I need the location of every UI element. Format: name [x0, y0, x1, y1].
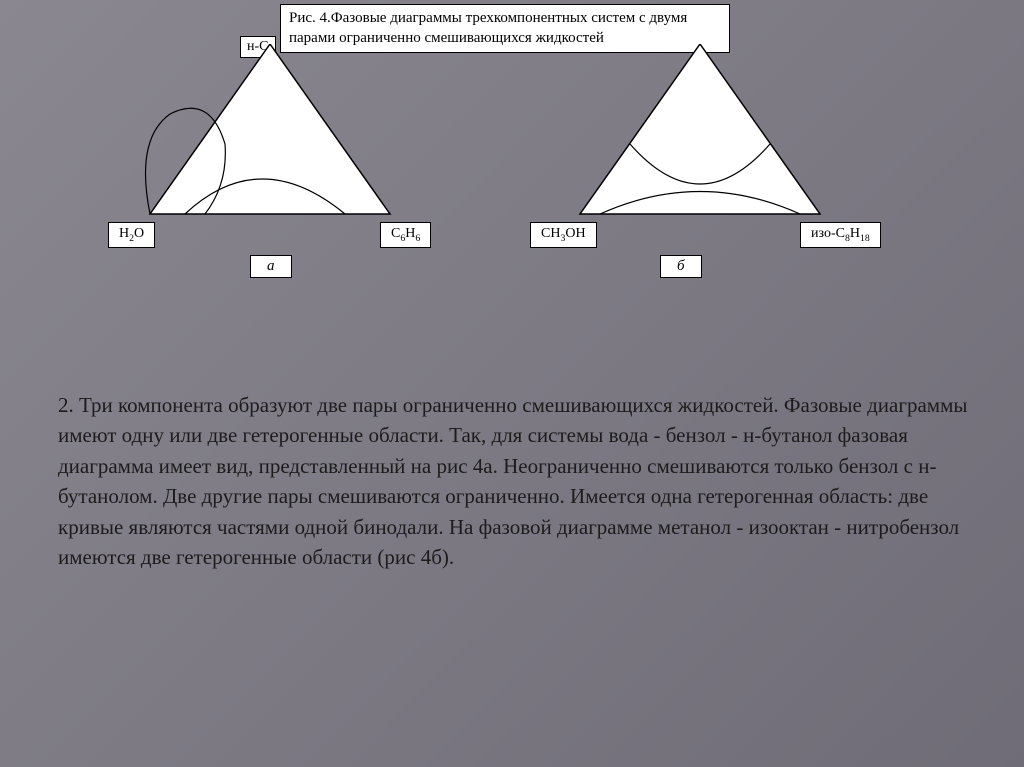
label-h2o: H2O [108, 222, 155, 248]
ternary-diagram-a [110, 44, 430, 229]
sublabel-b: б [660, 255, 702, 278]
body-paragraph: 2. Три компонента образуют две пары огра… [58, 390, 968, 573]
ternary-diagram-b [540, 44, 860, 229]
triangle-b-svg [540, 44, 860, 224]
label-iso-c8h18: изо-C8H18 [800, 222, 881, 248]
triangle-a-svg [110, 44, 430, 224]
triangle-b-outline [580, 44, 820, 214]
figure-area: Рис. 4.Фазовые диаграммы трехкомпонентны… [0, 0, 1024, 290]
label-c6h6: C6H6 [380, 222, 431, 248]
triangle-a-outline [150, 44, 390, 214]
label-ch3oh: CH3OH [530, 222, 597, 248]
sublabel-a: а [250, 255, 292, 278]
